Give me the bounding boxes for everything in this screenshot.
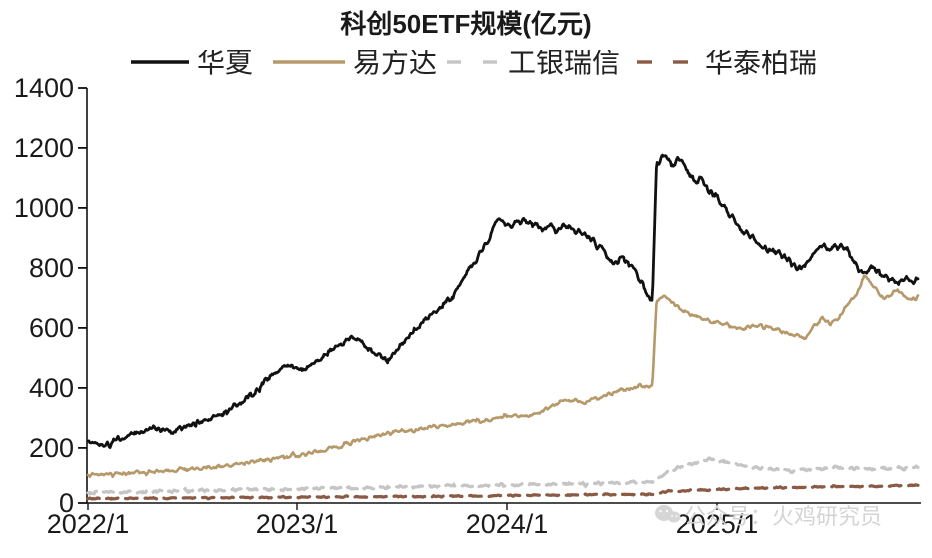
svg-text:公众号：火鸡研究员: 公众号：火鸡研究员 bbox=[684, 504, 882, 529]
